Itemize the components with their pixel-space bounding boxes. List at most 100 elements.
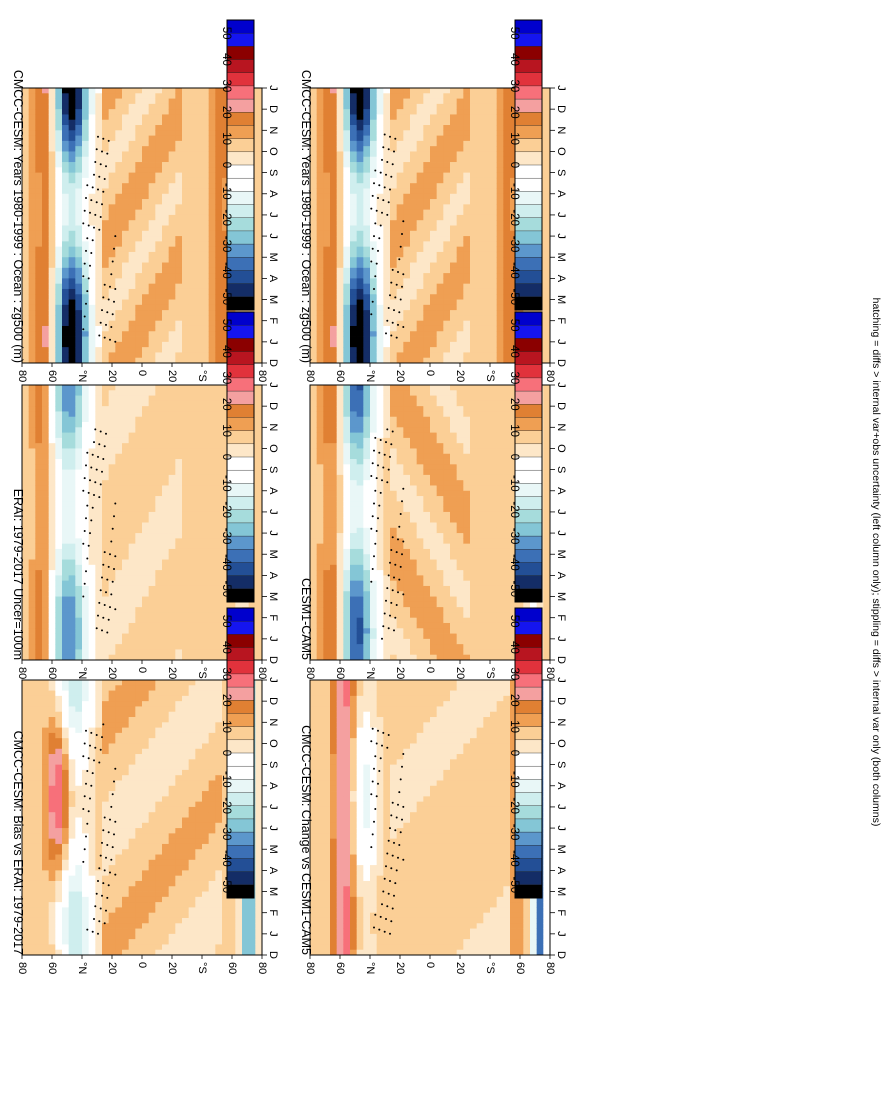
heatmap-cell <box>122 167 130 174</box>
heatmap-cell <box>496 114 504 121</box>
heatmap-cell <box>423 88 431 94</box>
heatmap-cell <box>42 188 50 195</box>
heatmap-cell <box>423 214 431 221</box>
heatmap-cell <box>115 607 123 613</box>
heatmap-cell <box>490 320 498 327</box>
heatmap-cell <box>310 177 318 184</box>
heatmap-cell <box>28 564 36 571</box>
heatmap-cell <box>102 400 110 407</box>
heatmap-cell <box>108 474 116 481</box>
heatmap-cell <box>42 273 50 279</box>
heatmap-cell <box>55 427 63 433</box>
heatmap-cell <box>75 654 83 661</box>
heatmap-cell <box>142 88 150 94</box>
heatmap-cell <box>383 251 391 258</box>
heatmap-cell <box>22 325 30 332</box>
heatmap-cell <box>62 485 70 492</box>
heatmap-cell <box>503 230 511 237</box>
heatmap-cell <box>142 251 150 258</box>
heatmap-cell <box>35 162 43 168</box>
heatmap-cell <box>22 225 30 232</box>
heatmap-cell <box>62 527 70 534</box>
heatmap-cell <box>316 140 324 147</box>
heatmap-cell <box>62 596 70 603</box>
heatmap-cell <box>202 140 210 147</box>
heatmap-cell <box>42 88 50 94</box>
heatmap-cell <box>343 88 351 94</box>
heatmap-cell <box>416 288 424 295</box>
heatmap-cell <box>122 622 130 629</box>
heatmap-cell <box>215 320 223 327</box>
heatmap-cell <box>35 214 43 221</box>
heatmap-cell <box>95 336 103 343</box>
heatmap-cell <box>135 469 143 476</box>
heatmap-cell <box>142 575 150 582</box>
heatmap-cell <box>62 98 70 105</box>
heatmap-cell <box>356 199 364 205</box>
heatmap-cell <box>42 554 50 560</box>
heatmap-cell <box>22 103 30 110</box>
heatmap-cell <box>443 325 451 332</box>
heatmap-cell <box>195 193 203 200</box>
heatmap-cell <box>95 406 103 412</box>
heatmap-cell <box>423 114 431 121</box>
heatmap-cell <box>222 230 230 237</box>
heatmap-cell <box>416 246 424 253</box>
heatmap-cell <box>430 93 438 99</box>
heatmap-cell <box>503 88 511 94</box>
heatmap-cell <box>215 331 223 337</box>
heatmap-cell <box>195 251 203 258</box>
heatmap-cell <box>396 199 404 205</box>
heatmap-cell <box>142 570 150 576</box>
stipple-dot <box>105 323 107 326</box>
heatmap-cell <box>48 283 56 290</box>
heatmap-cell <box>403 109 411 115</box>
heatmap-cell <box>128 299 136 306</box>
heatmap-cell <box>175 352 183 359</box>
heatmap-cell <box>48 385 56 391</box>
heatmap-cell <box>476 357 484 364</box>
heatmap-cell <box>410 119 418 126</box>
heatmap-cell <box>48 612 56 619</box>
heatmap-cell <box>503 251 511 258</box>
heatmap-cell <box>95 644 103 650</box>
heatmap-cell <box>188 220 196 226</box>
heatmap-cell <box>182 130 190 136</box>
heatmap-cell <box>416 299 424 306</box>
heatmap-cell <box>22 199 30 205</box>
heatmap-cell <box>28 156 36 163</box>
heatmap-cell <box>55 352 63 359</box>
heatmap-cell <box>476 130 484 136</box>
heatmap-cell <box>95 596 103 603</box>
heatmap-cell <box>423 278 431 285</box>
heatmap-cell <box>55 114 63 121</box>
heatmap-cell <box>75 310 83 316</box>
heatmap-cell <box>95 638 103 645</box>
heatmap-cell <box>330 267 338 274</box>
heatmap-cell <box>155 188 163 195</box>
heatmap-cell <box>370 162 378 168</box>
heatmap-cell <box>75 469 83 476</box>
heatmap-cell <box>128 119 136 126</box>
heatmap-cell <box>208 299 216 306</box>
heatmap-cell <box>208 278 216 285</box>
heatmap-cell <box>95 548 103 555</box>
heatmap-cell <box>363 135 371 142</box>
heatmap-cell <box>102 114 110 121</box>
heatmap-cell <box>410 103 418 110</box>
heatmap-cell <box>370 246 378 253</box>
heatmap-cell <box>390 199 398 205</box>
heatmap-cell <box>28 325 36 332</box>
heatmap-cell <box>82 241 90 248</box>
heatmap-cell <box>490 156 498 163</box>
heatmap-cell <box>310 315 318 322</box>
heatmap-cell <box>343 299 351 306</box>
heatmap-cell <box>323 352 331 359</box>
heatmap-cell <box>62 357 70 364</box>
heatmap-cell <box>35 230 43 237</box>
heatmap-cell <box>376 119 384 126</box>
heatmap-cell <box>416 177 424 184</box>
heatmap-cell <box>356 93 364 99</box>
heatmap-cell <box>456 156 464 163</box>
heatmap-cell <box>336 325 344 332</box>
